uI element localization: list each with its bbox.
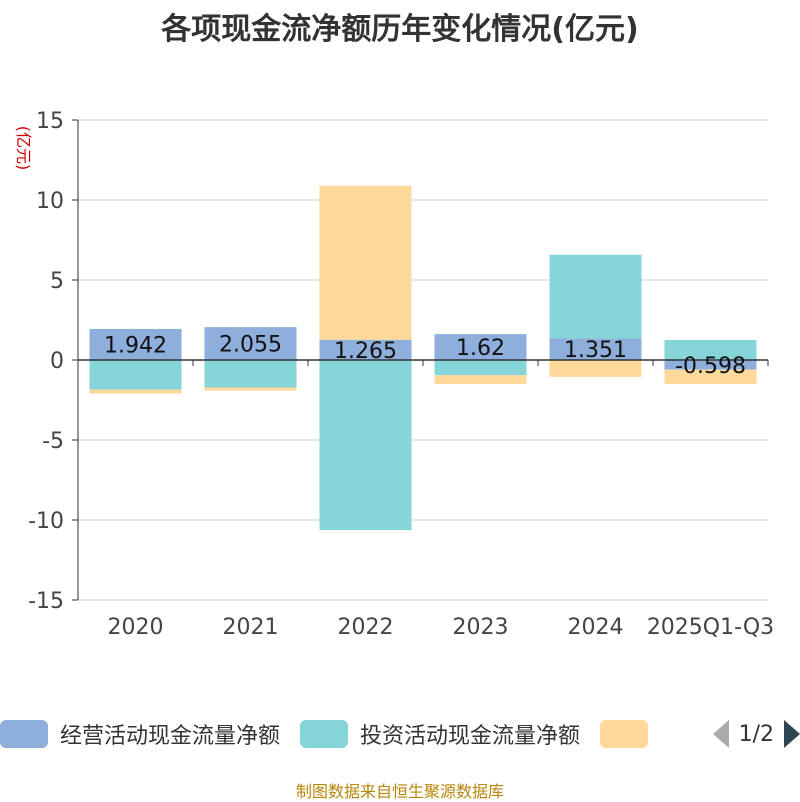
- bar-investing-2024[interactable]: [549, 254, 642, 339]
- bar-investing-2023[interactable]: [434, 360, 527, 376]
- bar-investing-2020[interactable]: [89, 360, 182, 390]
- bar-financing-2021[interactable]: [204, 387, 297, 391]
- data-label-operating: 1.265: [334, 339, 397, 364]
- y-tick-label: -10: [28, 509, 64, 534]
- chart-plot-area: 15 10 5 0 -5 -10 -15 2020 2021 2022 2023 2024 2025Q1…: [14, 109, 774, 640]
- y-tick-label: 5: [50, 269, 64, 294]
- bar-investing-2021[interactable]: [204, 360, 297, 388]
- legend-label-investing: 投资活动现金流量净额: [360, 724, 581, 749]
- data-label-operating: 1.62: [456, 336, 505, 361]
- legend-swatch-investing: [300, 720, 349, 748]
- legend-pager: 1/2: [712, 714, 800, 754]
- bar-operating-2020[interactable]: [89, 328, 182, 360]
- y-tick-label: 0: [50, 349, 64, 374]
- axis-layer: 15 10 5 0 -5 -10 -15 2020 2021 2022 2023 2024 2025Q1…: [28, 109, 774, 640]
- bar-operating-2021[interactable]: [204, 327, 297, 360]
- legend-next-page-icon[interactable]: [784, 720, 800, 748]
- bar-financing-2025Q1-Q3[interactable]: [664, 369, 757, 384]
- y-tick-label: -5: [42, 429, 64, 454]
- grid-layer: [78, 119, 768, 601]
- y-tick-label: 15: [36, 109, 64, 134]
- bar-investing-2025Q1-Q3[interactable]: [664, 340, 757, 360]
- x-tick-label: 2023: [453, 615, 509, 640]
- label-layer: 1.942 2.055 1.265 1.62 1.351 -0.598: [104, 333, 746, 379]
- x-tick-label: 2022: [338, 615, 394, 640]
- bar-operating-2022[interactable]: [319, 339, 412, 360]
- legend-swatch-financing: [600, 720, 649, 748]
- y-tick-label: -15: [28, 589, 64, 614]
- source-note: 制图数据来自恒生聚源数据库: [295, 782, 504, 801]
- data-label-operating: 2.055: [219, 333, 282, 358]
- data-label-operating: 1.351: [564, 338, 627, 363]
- bar-layer: [89, 185, 757, 531]
- legend-item-investing[interactable]: 投资活动现金流量净额: [300, 718, 580, 750]
- legend-page-indicator: 1/2: [738, 721, 774, 747]
- bar-financing-2023[interactable]: [434, 375, 527, 384]
- bar-operating-2024[interactable]: [549, 338, 642, 360]
- x-tick-label: 2025Q1-Q3: [647, 615, 774, 640]
- legend-swatch-operating: [0, 720, 48, 748]
- x-tick-label: 2024: [568, 615, 624, 640]
- y-tick-label: 10: [36, 189, 64, 214]
- x-tick-label: 2021: [223, 615, 279, 640]
- legend-item-operating[interactable]: 经营活动现金流量净额: [0, 718, 280, 750]
- bar-financing-2022[interactable]: [319, 185, 412, 340]
- legend: 经营活动现金流量净额 投资活动现金流量净额 1/2: [0, 714, 800, 754]
- y-axis-label: (亿元): [14, 126, 33, 171]
- bar-investing-2022[interactable]: [319, 360, 412, 531]
- bar-financing-2024[interactable]: [549, 360, 642, 377]
- chart-title: 各项现金流净额历年变化情况(亿元): [161, 12, 639, 47]
- legend-prev-page-icon[interactable]: [712, 720, 729, 748]
- data-label-operating: 1.942: [104, 333, 167, 358]
- bar-operating-2025Q1-Q3[interactable]: [664, 360, 757, 370]
- legend-label-operating: 经营活动现金流量净额: [60, 724, 281, 749]
- legend-item-financing[interactable]: [600, 720, 660, 748]
- bar-operating-2023[interactable]: [434, 334, 527, 360]
- bar-financing-2020[interactable]: [89, 389, 182, 394]
- data-label-operating: -0.598: [675, 354, 746, 379]
- x-tick-label: 2020: [108, 615, 164, 640]
